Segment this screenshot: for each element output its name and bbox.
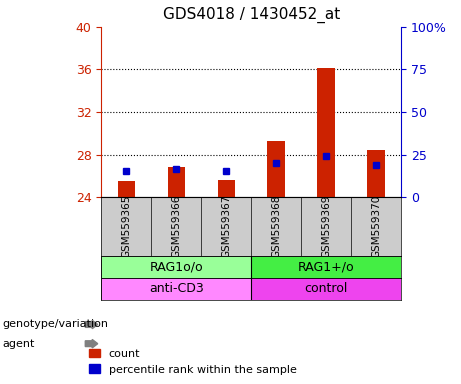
Legend: count, percentile rank within the sample: count, percentile rank within the sample bbox=[89, 349, 296, 375]
Bar bbox=[318, 68, 335, 197]
Text: RAG1o/o: RAG1o/o bbox=[149, 260, 203, 273]
Text: GSM559365: GSM559365 bbox=[121, 195, 131, 258]
Bar bbox=[267, 141, 285, 197]
Bar bbox=[251, 256, 401, 278]
Bar bbox=[101, 278, 251, 300]
Bar bbox=[218, 180, 235, 197]
Bar bbox=[367, 151, 385, 197]
Text: control: control bbox=[304, 282, 348, 295]
Text: GSM559370: GSM559370 bbox=[371, 195, 381, 258]
Title: GDS4018 / 1430452_at: GDS4018 / 1430452_at bbox=[163, 7, 340, 23]
Text: GSM559367: GSM559367 bbox=[221, 195, 231, 258]
Text: GSM559369: GSM559369 bbox=[321, 195, 331, 258]
Text: GSM559368: GSM559368 bbox=[271, 195, 281, 258]
Text: GSM559366: GSM559366 bbox=[171, 195, 181, 258]
Bar bbox=[118, 181, 135, 197]
Text: anti-CD3: anti-CD3 bbox=[149, 282, 204, 295]
Bar bbox=[168, 167, 185, 197]
Bar bbox=[251, 278, 401, 300]
Text: genotype/variation: genotype/variation bbox=[2, 319, 108, 329]
Bar bbox=[101, 256, 251, 278]
Text: RAG1+/o: RAG1+/o bbox=[298, 260, 355, 273]
Text: agent: agent bbox=[2, 339, 35, 349]
